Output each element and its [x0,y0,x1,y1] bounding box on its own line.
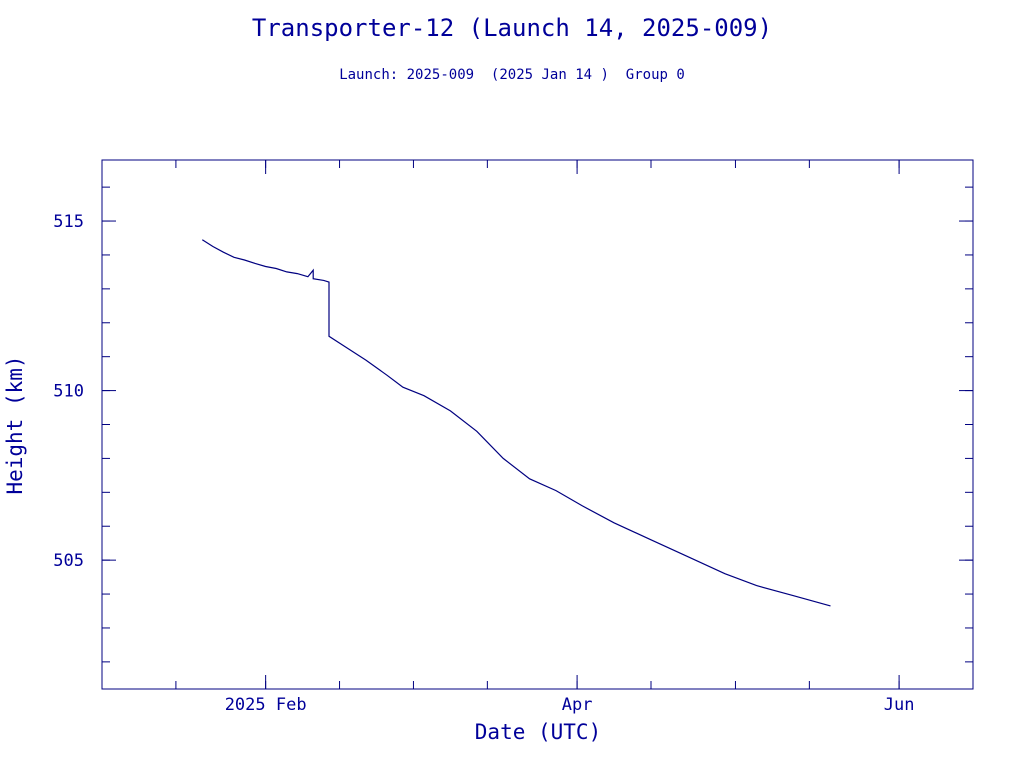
x-tick-label: Apr [562,695,593,715]
tick-labels: 505 510 515 2025 Feb Apr Jun [53,212,914,715]
plot-frame [101,159,974,690]
y-tick-label: 510 [53,382,84,402]
series-line [201,239,831,607]
x-tick-label: Jun [884,695,915,715]
x-axis-label: Date (UTC) [475,720,601,744]
y-tick-label: 515 [53,212,84,232]
chart-title: Transporter-12 (Launch 14, 2025-009) [251,14,773,42]
chart-subtitle: Launch: 2025-009 (2025 Jan 14 ) Group 0 [339,67,685,83]
y-axis-label: Height (km) [3,355,27,494]
y-tick-label: 505 [53,551,84,571]
x-tick-label: 2025 Feb [225,695,307,715]
axis-ticks [102,160,973,689]
